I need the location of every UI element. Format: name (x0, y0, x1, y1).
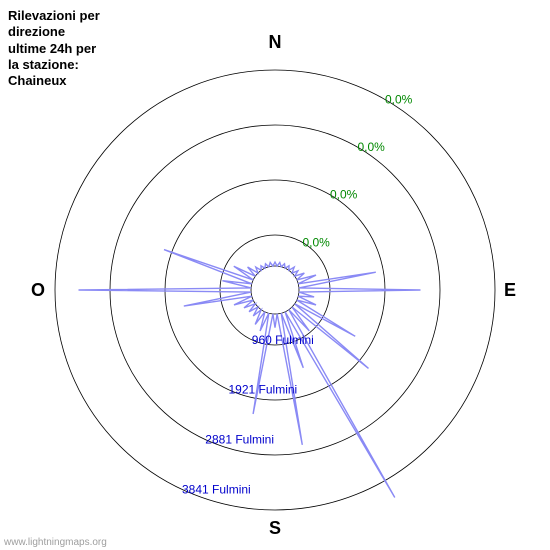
rose-outline (79, 250, 421, 498)
ring-label-top-2: 0,0% (358, 140, 386, 154)
ring-label-bottom-0: 960 Fulmini (252, 333, 314, 347)
footer-attribution: www.lightningmaps.org (4, 537, 107, 548)
cardinal-e: E (504, 280, 516, 300)
polar-chart: N E S O 0,0% 0,0% 0,0% 0,0% 960 Fulmini 1921 Fulm… (0, 0, 550, 550)
ring-label-bottom-3: 3841 Fulmini (182, 482, 251, 496)
ring-label-top-1: 0,0% (330, 188, 358, 202)
ring-label-bottom-2: 2881 Fulmini (205, 433, 274, 447)
ring-label-top-3: 0,0% (385, 93, 413, 107)
ring-label-top-0: 0,0% (303, 235, 331, 249)
ring-label-bottom-1: 1921 Fulmini (229, 383, 298, 397)
cardinal-n: N (269, 32, 282, 52)
cardinal-s: S (269, 518, 281, 538)
cardinal-o: O (31, 280, 45, 300)
